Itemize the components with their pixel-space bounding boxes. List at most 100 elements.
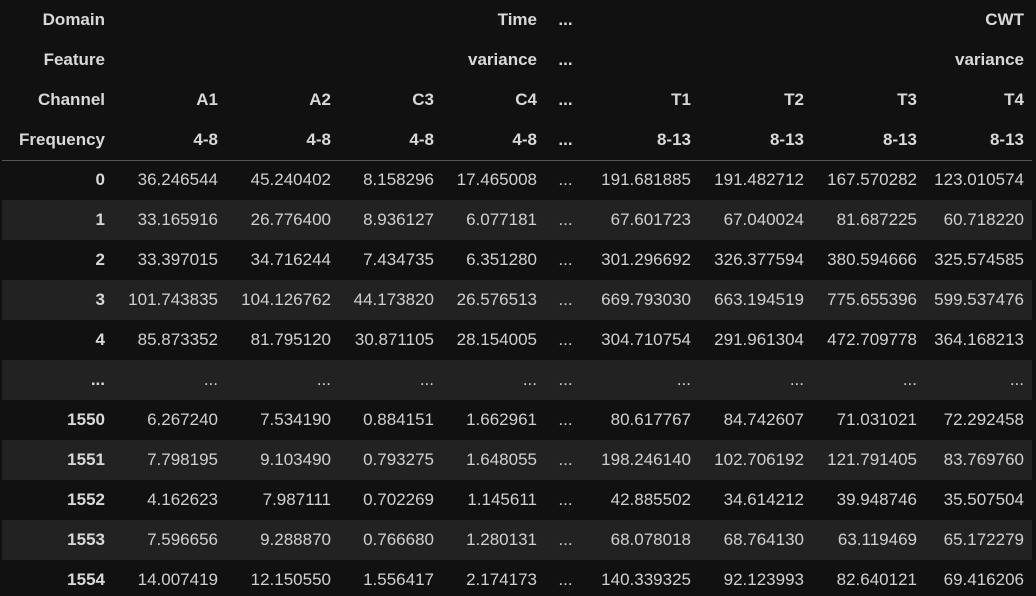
table-row: 0 36.246544 45.240402 8.158296 17.465008... 1… bbox=[2, 160, 1032, 200]
table-cell: 4.162623 bbox=[147, 490, 218, 509]
table-header: Domain Time... CWT Feature variance... varian… bbox=[2, 0, 1032, 161]
header-row: Frequency 4-8 4-8 4-8 4-8... 8-13 8-13 8-13 8-13 bbox=[2, 120, 1032, 161]
column-header-cell: ... bbox=[558, 90, 573, 109]
table-cell: 325.574585 bbox=[934, 250, 1024, 269]
row-index: 1 bbox=[2, 200, 113, 240]
column-header-cell: C3 bbox=[412, 90, 434, 109]
table-cell: 35.507504 bbox=[943, 490, 1024, 509]
row-index: 1550 bbox=[67, 410, 105, 429]
row-index: 1553 bbox=[2, 520, 113, 560]
table-cell: 26.776400 bbox=[226, 200, 339, 240]
table-cell: 63.119469 bbox=[812, 520, 925, 560]
table-cell: 72.292458 bbox=[943, 410, 1024, 429]
row-index: 1554 bbox=[67, 570, 105, 589]
column-header-cell: A2 bbox=[309, 90, 331, 109]
table-cell: 69.416206 bbox=[943, 570, 1024, 589]
table-cell: 9.288870 bbox=[226, 520, 339, 560]
table-cell: 60.718220 bbox=[925, 200, 1032, 240]
table-cell: 6.267240 bbox=[147, 410, 218, 429]
column-header-cell bbox=[113, 40, 226, 80]
column-header-cell: Time bbox=[497, 10, 537, 29]
header-level-label: Feature bbox=[43, 50, 105, 69]
column-header-cell: 8-13 bbox=[586, 120, 699, 161]
column-header-cell bbox=[699, 40, 812, 80]
table-cell: 33.397015 bbox=[137, 250, 218, 269]
table-cell: 301.296692 bbox=[601, 250, 691, 269]
table-cell: ... bbox=[442, 360, 545, 400]
header-level-label: Frequency bbox=[2, 120, 113, 161]
table-cell: 104.126762 bbox=[226, 280, 339, 320]
table-cell: 17.465008 bbox=[456, 170, 537, 190]
table-cell: 84.742607 bbox=[723, 410, 804, 429]
table-cell: ... bbox=[545, 280, 586, 320]
table-cell: 198.246140 bbox=[586, 440, 699, 480]
column-header-cell bbox=[812, 40, 925, 80]
table-cell: 191.482712 bbox=[714, 170, 804, 190]
table-cell: 123.010574 bbox=[934, 170, 1024, 190]
table-row: 1551 7.798195 9.103490 0.793275 1.648055... 1… bbox=[2, 440, 1032, 480]
column-header-cell bbox=[339, 0, 442, 40]
column-header-cell: ... bbox=[558, 10, 573, 29]
table-cell: 83.769760 bbox=[925, 440, 1032, 480]
header-row: Domain Time... CWT bbox=[2, 0, 1032, 40]
table-cell: ... bbox=[812, 360, 925, 400]
table-row: 2 33.397015 34.716244 7.434735 6.351280... 30… bbox=[2, 240, 1032, 280]
table-cell: 6.351280 bbox=[466, 250, 537, 269]
column-header-cell bbox=[226, 40, 339, 80]
table-cell: 0.702269 bbox=[363, 490, 434, 509]
table-cell: ... bbox=[586, 360, 699, 400]
table-cell: 39.948746 bbox=[836, 490, 917, 509]
column-header-cell: T3 bbox=[897, 90, 917, 109]
table-cell: ... bbox=[925, 360, 1032, 400]
column-header-cell: A1 bbox=[196, 90, 218, 109]
table-cell: 472.709778 bbox=[827, 330, 917, 349]
column-header-cell: T4 bbox=[1004, 90, 1024, 109]
table-cell: 67.040024 bbox=[699, 200, 812, 240]
column-header-cell: CWT bbox=[985, 10, 1024, 29]
table-cell: ... bbox=[545, 200, 586, 240]
column-header-cell: variance bbox=[468, 50, 537, 69]
row-index: 2 bbox=[95, 250, 105, 269]
table-cell: ... bbox=[339, 360, 442, 400]
table-cell: 34.614212 bbox=[723, 490, 804, 509]
table-row: 4 85.873352 81.795120 30.871105 28.154005...… bbox=[2, 320, 1032, 360]
table-cell: 0.884151 bbox=[363, 410, 434, 429]
table-cell: 7.534190 bbox=[260, 410, 331, 429]
table-cell: 663.194519 bbox=[699, 280, 812, 320]
table-cell: ... bbox=[558, 490, 573, 509]
table-cell: 7.987111 bbox=[262, 490, 331, 509]
column-header-cell bbox=[339, 40, 442, 80]
column-header-cell bbox=[812, 0, 925, 40]
table-cell: 14.007419 bbox=[137, 570, 218, 589]
table-cell: 6.077181 bbox=[442, 200, 545, 240]
table-cell: 68.078018 bbox=[586, 520, 699, 560]
table-cell: 9.103490 bbox=[226, 440, 339, 480]
column-header-cell: T2 bbox=[784, 90, 804, 109]
table-cell: 7.434735 bbox=[363, 250, 434, 269]
table-row: 1553 7.596656 9.288870 0.766680 1.280131... 6… bbox=[2, 520, 1032, 560]
column-header-cell: ... bbox=[545, 120, 586, 161]
table-cell: 65.172279 bbox=[925, 520, 1032, 560]
table-cell: 191.681885 bbox=[601, 170, 691, 190]
table-cell: ... bbox=[113, 360, 226, 400]
table-cell: ... bbox=[545, 360, 586, 400]
table-cell: 167.570282 bbox=[827, 170, 917, 190]
table-cell: 68.764130 bbox=[699, 520, 812, 560]
table-row: 1550 6.267240 7.534190 0.884151 1.662961... 8… bbox=[2, 400, 1032, 440]
table-cell: 82.640121 bbox=[836, 570, 917, 589]
table-cell: 80.617767 bbox=[610, 410, 691, 429]
table-cell: 45.240402 bbox=[250, 170, 331, 190]
table-cell: 92.123993 bbox=[723, 570, 804, 589]
column-header-cell: 8-13 bbox=[699, 120, 812, 161]
table-cell: 304.710754 bbox=[601, 330, 691, 349]
table-cell: 71.031021 bbox=[836, 410, 917, 429]
column-header-cell: 4-8 bbox=[339, 120, 442, 161]
column-header-cell bbox=[226, 0, 339, 40]
table-cell: ... bbox=[558, 330, 573, 349]
table-cell: 8.936127 bbox=[339, 200, 442, 240]
table-cell: 326.377594 bbox=[714, 250, 804, 269]
table-cell: ... bbox=[545, 440, 586, 480]
table-cell: 1.145611 bbox=[467, 490, 537, 509]
header-row: Channel A1 A2 C3 C4... T1 T2 T3 T4 bbox=[2, 80, 1032, 120]
table-cell: 121.791405 bbox=[812, 440, 925, 480]
